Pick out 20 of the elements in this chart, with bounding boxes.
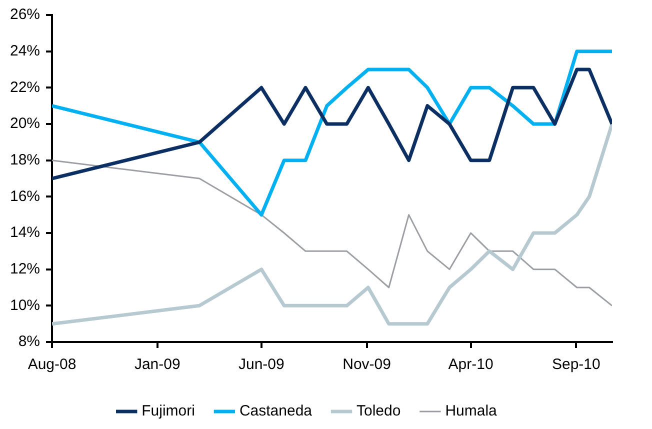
legend-label: Toledo [356,402,401,420]
x-tick-label: Jun-09 [238,356,284,374]
y-tick-label: 8% [18,333,40,350]
legend-label: Humala [445,402,498,420]
y-tick-label: 22% [10,78,40,96]
y-tick-label: 20% [10,115,40,132]
x-tick-label: Sep-10 [552,356,600,374]
legend-label: Fujimori [142,402,195,420]
x-tick-label: Apr-10 [448,356,494,374]
y-tick-label: 10% [10,296,40,314]
y-tick-label: 16% [10,188,40,205]
y-tick-label: 18% [10,151,40,168]
y-tick-label: 14% [10,224,40,242]
y-tick-label: 26% [10,6,40,24]
y-tick-label: 24% [10,42,40,60]
x-tick-label: Jan-09 [134,356,180,374]
y-tick-label: 12% [10,260,40,278]
legend-label: Castaneda [239,402,313,420]
x-tick-label: Nov-09 [342,356,391,374]
x-tick-label: Aug-08 [28,356,76,374]
